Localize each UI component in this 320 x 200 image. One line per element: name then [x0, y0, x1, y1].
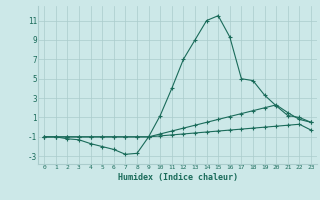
X-axis label: Humidex (Indice chaleur): Humidex (Indice chaleur): [118, 173, 238, 182]
